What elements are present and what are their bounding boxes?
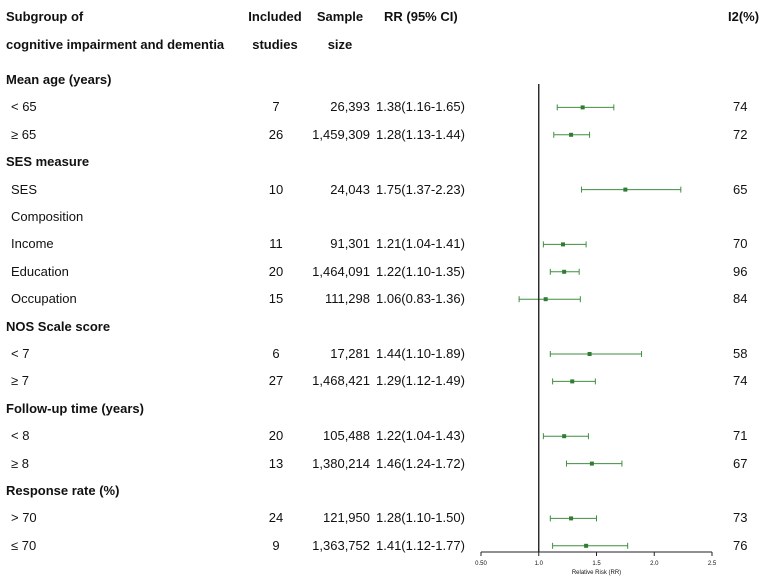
sample-size: 91,301 [330, 236, 370, 252]
subgroup-label: ≤ 70 [11, 537, 37, 553]
section-heading: Mean age (years) [6, 72, 112, 87]
subgroup-label: ≥ 65 [11, 126, 37, 142]
i2-value: 73 [733, 510, 748, 526]
section-heading: Follow-up time (years) [6, 400, 144, 416]
x-axis-label: Relative Risk (RR) [572, 570, 621, 576]
i2-value: 74 [733, 373, 748, 389]
studies-count: 15 [268, 291, 284, 307]
header-sample-line1: Sample [316, 9, 364, 24]
i2-value: 65 [733, 181, 748, 197]
subgroup-label: ≥ 7 [11, 373, 29, 389]
sample-size: 26,393 [330, 99, 370, 115]
studies-count: 24 [268, 510, 284, 526]
point-estimate [580, 105, 585, 110]
subgroup-label: Occupation [11, 291, 77, 307]
rr-ci-value: 1.06(0.83-1.36) [376, 291, 465, 307]
point-estimate [570, 379, 575, 384]
i2-value: 58 [733, 346, 748, 361]
studies-count: 9 [272, 537, 280, 553]
subgroup-label: > 70 [11, 510, 37, 526]
x-tick-label: 0.50 [475, 561, 487, 567]
point-estimate [562, 434, 567, 439]
header-studies-line2: studies [252, 37, 298, 52]
studies-count: 10 [268, 181, 284, 197]
rr-ci-value: 1.28(1.10-1.50) [376, 510, 465, 526]
i2-value: 96 [733, 263, 748, 279]
studies-count: 13 [268, 455, 284, 471]
studies-count: 7 [272, 99, 280, 115]
rr-ci-value: 1.22(1.04-1.43) [376, 428, 465, 444]
header-i2: I2(%) [728, 9, 760, 24]
sample-size: 1,464,091 [312, 263, 370, 279]
point-estimate [623, 187, 628, 192]
rr-ci-value: 1.44(1.10-1.89) [376, 346, 465, 361]
point-estimate [584, 543, 589, 548]
rr-ci-value: 1.22(1.10-1.35) [376, 263, 465, 279]
sample-size: 24,043 [330, 181, 370, 197]
subgroup-label: SES [11, 181, 38, 197]
x-tick-label: 1.0 [535, 561, 544, 567]
studies-count: 20 [268, 263, 284, 279]
rr-ci-value: 1.46(1.24-1.72) [376, 455, 465, 471]
sample-size: 1,459,309 [312, 126, 370, 142]
sample-size: 105,488 [323, 428, 370, 444]
section-heading: SES measure [6, 154, 90, 170]
header-sample-line2: size [327, 37, 353, 52]
studies-count: 20 [268, 428, 284, 444]
point-estimate [543, 297, 548, 302]
subgroup-label: ≥ 8 [11, 455, 29, 471]
rr-ci-value: 1.28(1.13-1.44) [376, 126, 465, 142]
header-studies-line1: Included [248, 9, 302, 24]
x-tick-label: 2.0 [650, 561, 659, 567]
studies-count: 27 [268, 373, 284, 389]
studies-count: 11 [269, 236, 283, 252]
rr-ci-value: 1.41(1.12-1.77) [376, 537, 465, 553]
rr-ci-value: 1.75(1.37-2.23) [376, 181, 465, 197]
rr-ci-value: 1.38(1.16-1.65) [376, 99, 465, 115]
i2-value: 71 [733, 428, 748, 444]
point-estimate [562, 269, 567, 274]
i2-value: 84 [733, 291, 748, 307]
subgroup-label: Education [11, 263, 69, 279]
sample-size: 1,468,421 [312, 373, 370, 389]
sample-size: 1,380,214 [312, 455, 370, 471]
point-estimate [589, 461, 594, 466]
x-tick-label: 2.5 [708, 561, 717, 567]
studies-count: 26 [268, 126, 284, 142]
point-estimate [569, 516, 574, 521]
rr-ci-value: 1.29(1.12-1.49) [376, 373, 465, 389]
studies-count: 6 [272, 346, 280, 361]
sample-size: 111,298 [324, 291, 370, 307]
section-heading: Response rate (%) [6, 483, 120, 498]
sample-size: 17,281 [330, 346, 370, 361]
subgroup-label: < 7 [11, 346, 30, 361]
header-subgroup-line1: Subgroup of [6, 9, 84, 24]
point-estimate [587, 352, 592, 356]
rr-ci-value: 1.21(1.04-1.41) [376, 236, 465, 252]
sample-size: 121,950 [323, 510, 370, 526]
point-estimate [561, 242, 566, 247]
header-subgroup-line2: cognitive impairment and dementia [6, 37, 225, 52]
x-tick-label: 1.5 [592, 561, 601, 567]
i2-value: 74 [733, 99, 748, 115]
section-heading: NOS Scale score [6, 318, 111, 334]
subgroup-label: Income [11, 236, 54, 252]
subgroup-label: < 65 [11, 99, 37, 115]
subgroup-label: < 8 [11, 428, 30, 444]
header-rr-ci: RR (95% CI) [384, 9, 458, 24]
i2-value: 67 [733, 455, 748, 471]
i2-value: 70 [733, 236, 748, 252]
i2-value: 72 [733, 126, 748, 142]
sample-size: 1,363,752 [312, 537, 370, 553]
subsection-label: Composition [11, 209, 84, 224]
point-estimate [569, 132, 574, 137]
i2-value: 76 [733, 537, 748, 553]
